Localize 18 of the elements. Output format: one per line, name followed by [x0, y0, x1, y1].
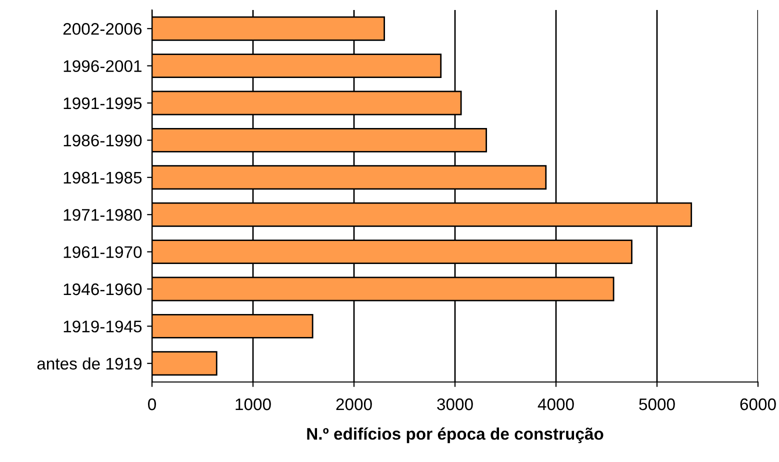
- x-tick-label: 0: [148, 398, 156, 410]
- y-tick-label: 1961-1970: [64, 246, 142, 258]
- x-tick-label: 4000: [538, 398, 574, 410]
- x-tick-label: 1000: [236, 398, 271, 410]
- x-tick-label: 5000: [639, 398, 675, 410]
- y-tick-label: antes de 1919: [37, 357, 142, 370]
- x-tick-label: 6000: [740, 398, 776, 410]
- y-tick-label: 2002-2006: [63, 23, 142, 35]
- y-tick-label: 1991-1995: [64, 97, 142, 110]
- y-tick-label: 1919-1945: [64, 320, 142, 332]
- y-tick-label: 1946-1960: [64, 283, 142, 296]
- x-tick-label: 3000: [437, 398, 473, 410]
- y-tick-label: 1996-2001: [64, 60, 142, 72]
- y-tick-label: 1971-1980: [64, 209, 142, 221]
- y-tick-label: 1986-1990: [64, 134, 142, 146]
- x-axis-title: N.º edifícios por época de construção: [307, 427, 604, 444]
- y-tick-label: 1981-1985: [64, 172, 142, 184]
- x-tick-label: 2000: [336, 398, 372, 410]
